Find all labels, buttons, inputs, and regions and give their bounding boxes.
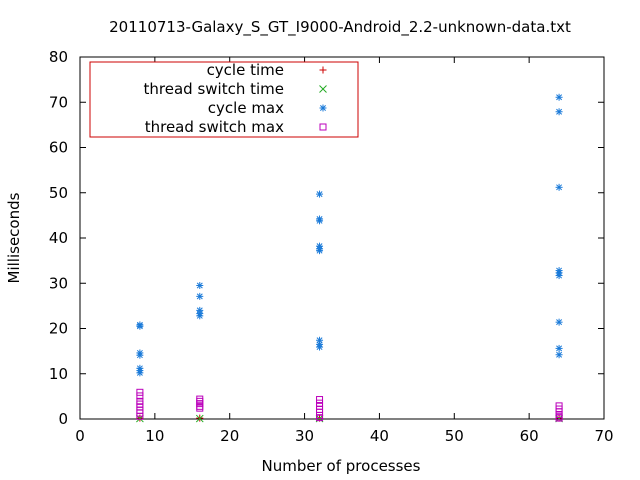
y-tick-label: 60 [49,139,68,157]
y-axis: 0 10 20 30 40 50 60 70 80 [49,48,604,428]
data-point [195,414,204,423]
data-point [136,351,144,359]
data-point [136,392,144,400]
data-point [555,318,563,326]
x-axis: 0 10 20 30 40 50 60 70 [75,57,614,445]
chart-title: 20110713-Galaxy_S_GT_I9000-Android_2.2-u… [109,18,571,37]
legend-box [89,61,359,138]
y-tick-label: 40 [49,229,68,247]
data-point [316,217,324,225]
y-tick-label: 50 [49,184,68,202]
data-point [555,272,563,280]
data-point [136,388,144,396]
data-point [555,93,563,101]
x-tick-label: 10 [145,427,164,445]
data-point [316,343,324,351]
data-point [196,395,204,403]
data-point [196,282,204,290]
data-point [316,396,324,404]
x-tick-label: 70 [594,427,613,445]
data-point [555,344,563,352]
data-point [555,108,563,116]
x-tick-label: 40 [370,427,389,445]
legend-marker [319,66,327,74]
x-tick-label: 0 [75,427,85,445]
x-tick-label: 60 [520,427,539,445]
legend-label: cycle time [207,61,284,79]
data-point [136,412,144,420]
data-point [316,414,324,422]
data-point [196,404,204,412]
legend-marker [319,123,327,131]
y-tick-label: 30 [49,274,68,292]
data-point [196,292,204,300]
x-tick-label: 20 [220,427,239,445]
legend-label: thread switch max [145,118,284,136]
legend-marker [319,104,327,112]
legend-marker [319,85,327,93]
y-tick-label: 20 [49,320,68,338]
y-tick-label: 10 [49,365,68,383]
series-cycle-max [136,93,563,377]
data-point [555,414,563,422]
data-point [555,183,563,191]
y-tick-label: 0 [58,410,68,428]
y-axis-label: Milliseconds [5,192,23,283]
data-point [555,351,563,359]
data-point [136,369,144,377]
data-point [316,247,324,255]
x-tick-label: 30 [295,427,314,445]
x-tick-label: 50 [445,427,464,445]
data-point [136,322,144,330]
x-axis-label: Number of processes [262,457,421,475]
y-tick-label: 80 [49,48,68,66]
legend-label: thread switch time [144,80,284,98]
series-thread-switch-max [136,388,563,422]
data-point [316,190,324,198]
data-points [136,93,563,423]
data-point [196,312,204,320]
legend-label: cycle max [208,99,284,117]
y-tick-label: 70 [49,93,68,111]
